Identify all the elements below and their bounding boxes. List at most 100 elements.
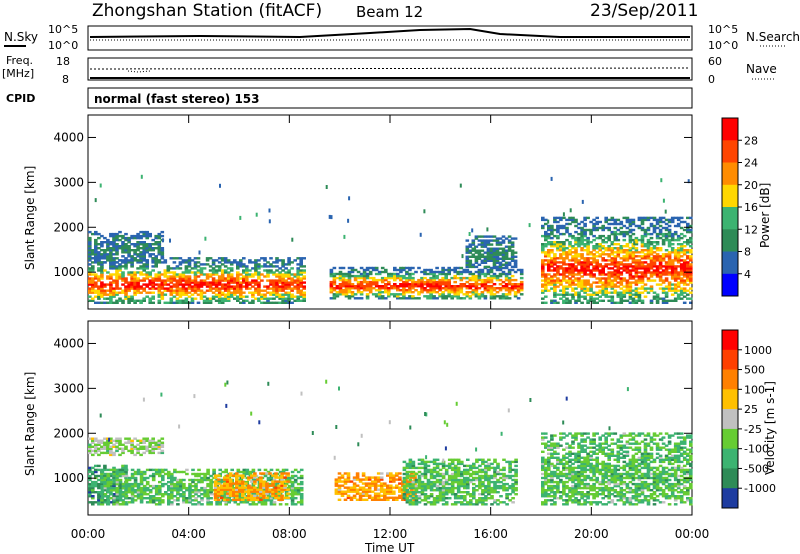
echo-cell xyxy=(414,297,418,300)
echo-cell xyxy=(100,253,104,256)
echo-cell xyxy=(268,484,272,487)
echo-cell xyxy=(347,297,352,300)
echo-cell xyxy=(568,222,572,226)
echo-cell xyxy=(414,283,418,286)
echo-cell xyxy=(383,494,387,497)
echo-cell xyxy=(193,267,198,270)
echo-cell xyxy=(501,235,506,238)
echo-cell xyxy=(562,293,566,296)
echo-cell xyxy=(254,289,258,292)
echo-cell xyxy=(410,476,414,479)
echo-cell xyxy=(154,497,159,500)
echo-cell xyxy=(474,259,479,262)
echo-cell xyxy=(175,283,180,286)
echo-cell xyxy=(338,287,343,290)
echo-cell xyxy=(622,295,627,298)
echo-cell xyxy=(188,478,192,482)
echo-cell xyxy=(109,283,113,286)
echo-cell xyxy=(444,274,448,278)
echo-cell xyxy=(456,295,460,298)
echo-cell xyxy=(356,287,361,290)
echo-cell xyxy=(634,241,639,244)
echo-cell xyxy=(619,251,624,254)
echo-cell xyxy=(196,285,201,288)
echo-cell xyxy=(646,241,651,244)
echo-cell xyxy=(299,495,304,498)
echo-cell xyxy=(209,493,213,496)
echo-cell xyxy=(121,470,125,474)
echo-cell xyxy=(281,273,285,276)
echo-cell xyxy=(686,277,690,280)
echo-cell xyxy=(251,285,255,288)
echo-cell xyxy=(112,238,116,242)
echo-cell xyxy=(97,275,101,278)
echo-cell xyxy=(175,279,180,282)
echo-cell xyxy=(222,488,227,491)
echo-cell xyxy=(296,285,300,288)
echo-cell xyxy=(471,274,476,278)
echo-cell xyxy=(209,491,213,494)
echo-cell xyxy=(281,295,285,298)
echo-cell xyxy=(643,216,648,220)
echo-cell xyxy=(281,287,285,290)
echo-cell xyxy=(203,478,207,482)
echo-cell xyxy=(257,267,261,270)
echo-cell xyxy=(248,269,252,272)
echo-cell xyxy=(373,476,378,479)
echo-cell xyxy=(556,277,560,280)
echo-cell xyxy=(190,301,195,304)
echo-cell xyxy=(373,494,378,497)
echo-cell xyxy=(547,289,551,292)
echo-cell xyxy=(601,293,605,296)
echo-cell xyxy=(225,498,230,501)
echo-cell xyxy=(151,437,155,440)
echo-cell xyxy=(115,275,119,278)
echo-cell xyxy=(441,295,445,298)
echo-cell xyxy=(266,271,270,274)
echo-cell xyxy=(586,265,590,268)
echo-cell xyxy=(586,228,590,232)
echo-cell xyxy=(682,251,687,254)
echo-cell xyxy=(679,279,684,282)
echo-cell xyxy=(495,287,500,290)
echo-cell xyxy=(658,218,663,222)
echo-cell xyxy=(188,484,192,488)
echo-cell xyxy=(411,291,415,294)
echo-cell xyxy=(655,297,660,300)
echo-cell xyxy=(510,255,515,258)
echo-cell xyxy=(501,272,506,276)
echo-cell xyxy=(365,293,370,296)
echo-cell xyxy=(634,263,639,266)
echo-cell xyxy=(562,249,566,252)
echo-cell xyxy=(106,447,110,450)
echo-cell xyxy=(346,494,351,497)
echo-cell xyxy=(302,299,306,302)
echo-cell xyxy=(364,498,369,501)
echo-cell xyxy=(689,238,693,242)
echo-cell xyxy=(349,480,354,483)
echo-cell xyxy=(411,295,415,298)
echo-cell xyxy=(257,299,261,302)
echo-cell xyxy=(408,295,412,298)
echo-cell xyxy=(673,238,678,242)
echo-cell xyxy=(124,243,128,246)
echo-cell xyxy=(495,255,500,258)
echo-cell xyxy=(213,498,218,501)
echo-cell xyxy=(94,257,98,260)
echo-cell xyxy=(637,255,642,258)
echo-cell xyxy=(299,476,304,480)
echo-cell xyxy=(185,472,189,476)
echo-cell xyxy=(513,255,518,258)
echo-cell xyxy=(199,293,204,296)
echo-cell xyxy=(619,226,624,230)
echo-cell xyxy=(655,222,660,226)
echo-cell xyxy=(115,501,120,504)
echo-cell xyxy=(100,295,104,298)
echo-cell xyxy=(100,478,105,482)
echo-cell xyxy=(686,275,690,278)
echo-cell xyxy=(625,243,630,246)
echo-cell xyxy=(97,295,101,298)
echo-cell xyxy=(188,482,192,486)
echo-cell xyxy=(598,279,602,282)
echo-cell xyxy=(287,285,291,288)
